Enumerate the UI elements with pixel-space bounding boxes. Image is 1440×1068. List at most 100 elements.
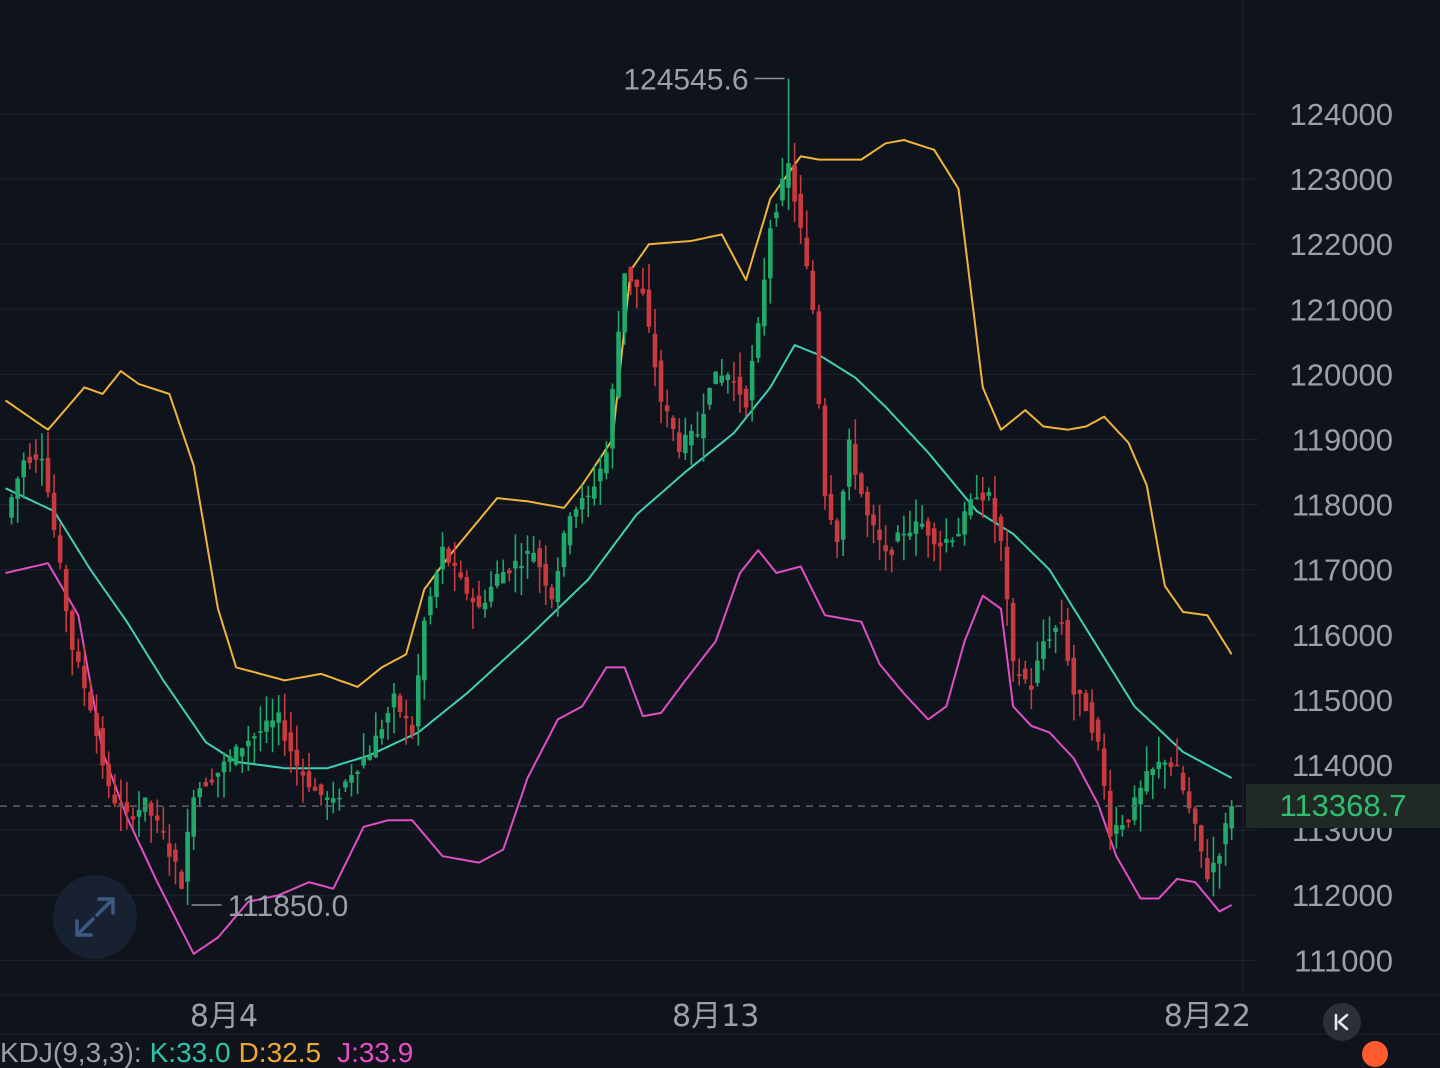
candle-body	[944, 539, 949, 543]
candle-body	[361, 757, 366, 766]
candle-body	[57, 535, 63, 563]
candle-body	[585, 495, 591, 498]
candle-body	[173, 849, 178, 862]
candle-body	[616, 331, 621, 398]
candle-body	[822, 405, 828, 497]
candle-body	[330, 798, 336, 803]
expand-arrows-icon	[75, 897, 115, 937]
candle-body	[337, 797, 342, 800]
candle-body	[15, 478, 20, 499]
candle-body	[1035, 660, 1040, 683]
candle-body	[179, 871, 184, 889]
candle-body	[130, 816, 136, 820]
kdj-indicator-bar[interactable]: KDJ(9,3,3): K:33.0 D:32.5 J:33.9	[0, 1038, 600, 1068]
candle-body	[956, 533, 961, 537]
candle-body	[161, 831, 166, 833]
candle-body	[567, 516, 573, 546]
candle-body	[306, 771, 312, 788]
candle-body	[69, 610, 75, 650]
candles	[0, 78, 1246, 905]
x-tick-label: 8月22	[1164, 999, 1251, 1034]
candle-body	[573, 509, 579, 517]
scroll-to-latest-button[interactable]	[1323, 1003, 1361, 1041]
candle-body	[39, 458, 45, 461]
candle-body	[136, 809, 142, 817]
candle-body	[950, 540, 955, 543]
candle-body	[488, 586, 494, 602]
candle-body	[707, 387, 712, 405]
candle-body	[853, 444, 858, 475]
candle-body	[76, 651, 81, 662]
candle-body	[877, 529, 882, 541]
candle-body	[652, 333, 658, 368]
candle-body	[737, 376, 743, 395]
expand-button[interactable]	[53, 875, 137, 959]
indicator-k: K:33.0	[149, 1037, 231, 1068]
candle-body	[227, 756, 233, 762]
candle-body	[604, 452, 609, 474]
annotation-label: 111850.0	[228, 890, 349, 923]
y-tick-label: 120000	[1290, 357, 1393, 392]
candle-body	[1174, 764, 1180, 767]
candle-body	[749, 360, 755, 401]
candle-body	[683, 434, 688, 454]
candle-body	[1029, 685, 1034, 690]
candle-body	[962, 511, 967, 535]
candle-body	[598, 468, 603, 482]
y-tick-label: 121000	[1290, 292, 1393, 327]
candle-body	[203, 781, 209, 787]
candle-body	[974, 497, 979, 500]
candle-body	[1077, 690, 1083, 694]
candle-body	[318, 784, 324, 796]
candle-body	[1053, 627, 1058, 632]
candle-body	[215, 772, 221, 777]
y-tick-label: 112000	[1292, 878, 1393, 913]
upper-band-line	[4, 139, 1233, 688]
candle-body	[397, 695, 403, 713]
candle-body	[743, 388, 749, 408]
candle-body	[21, 460, 27, 478]
candle-body	[379, 729, 385, 739]
candle-body	[925, 520, 931, 536]
y-tick-label: 116000	[1292, 618, 1393, 653]
candle-body	[919, 523, 925, 527]
y-tick-label: 122000	[1290, 227, 1393, 262]
candle-body	[828, 493, 834, 521]
candle-body	[1144, 771, 1149, 792]
candle-body	[106, 763, 111, 787]
candle-body	[646, 289, 652, 327]
candle-body	[428, 596, 433, 616]
candle-body	[725, 374, 731, 381]
candle-body	[88, 692, 93, 711]
candle-body	[761, 279, 767, 327]
candle-body	[1101, 748, 1107, 787]
candle-body	[148, 802, 154, 816]
candle-body	[409, 724, 415, 735]
candle-body	[1004, 546, 1010, 600]
candle-body	[185, 831, 190, 882]
candle-body	[324, 797, 330, 800]
candle-body	[239, 748, 245, 757]
candle-body	[282, 720, 288, 741]
candle-body	[94, 712, 99, 736]
candle-body	[391, 693, 397, 708]
candle-body	[494, 573, 500, 586]
candle-body	[45, 457, 51, 493]
candle-body	[658, 360, 664, 402]
candle-body	[500, 572, 506, 584]
candle-body	[640, 288, 646, 294]
candle-body	[1162, 762, 1168, 765]
candle-body	[695, 434, 700, 436]
last-price-tag: 113368.7	[1246, 784, 1440, 828]
candle-body	[840, 491, 846, 540]
candle-body	[312, 786, 318, 791]
candle-body	[676, 432, 682, 452]
x-tick-label: 8月13	[672, 999, 759, 1034]
annotation-label: 124545.6	[623, 63, 748, 96]
candle-body	[664, 405, 670, 412]
y-tick-label: 118000	[1292, 488, 1393, 523]
candle-body	[221, 761, 227, 773]
candle-body	[82, 665, 87, 689]
candle-body	[1168, 762, 1174, 768]
